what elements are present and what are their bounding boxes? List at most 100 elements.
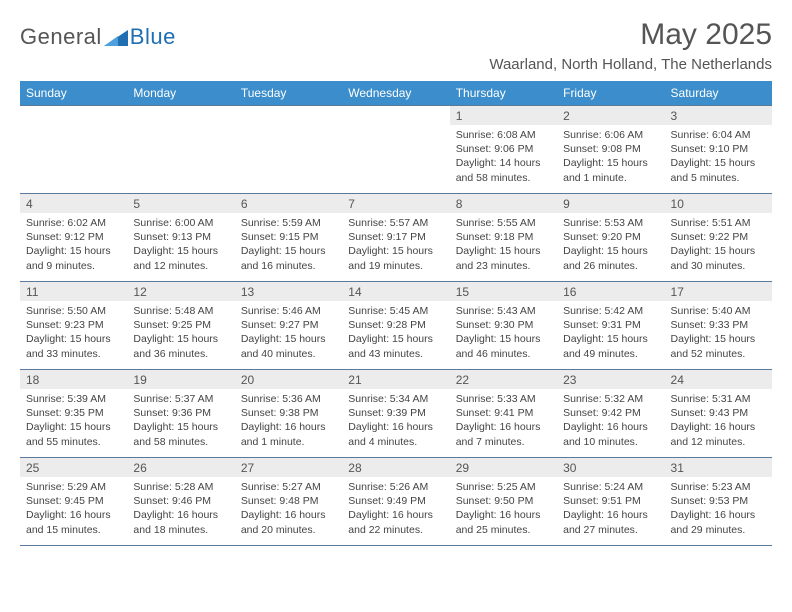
daylight-line: Daylight: 15 hours and 30 minutes. [671, 244, 766, 272]
sunset-line: Sunset: 9:08 PM [563, 142, 658, 156]
calendar-day-cell: 2Sunrise: 6:06 AMSunset: 9:08 PMDaylight… [557, 106, 664, 194]
logo-text-right: Blue [130, 24, 176, 50]
daylight-line: Daylight: 16 hours and 27 minutes. [563, 508, 658, 536]
calendar-day-cell: 25Sunrise: 5:29 AMSunset: 9:45 PMDayligh… [20, 458, 127, 546]
sunset-line: Sunset: 9:25 PM [133, 318, 228, 332]
sunrise-line: Sunrise: 5:40 AM [671, 304, 766, 318]
daylight-line: Daylight: 15 hours and 33 minutes. [26, 332, 121, 360]
sunrise-line: Sunrise: 5:46 AM [241, 304, 336, 318]
calendar-day-cell: 1Sunrise: 6:08 AMSunset: 9:06 PMDaylight… [450, 106, 557, 194]
day-details: Sunrise: 5:24 AMSunset: 9:51 PMDaylight:… [557, 477, 664, 539]
calendar-day-cell: 6Sunrise: 5:59 AMSunset: 9:15 PMDaylight… [235, 194, 342, 282]
weekday-header: Tuesday [235, 81, 342, 106]
day-number: 13 [235, 282, 342, 301]
day-number: 17 [665, 282, 772, 301]
daylight-line: Daylight: 16 hours and 7 minutes. [456, 420, 551, 448]
day-details: Sunrise: 5:40 AMSunset: 9:33 PMDaylight:… [665, 301, 772, 363]
calendar-day-cell: 29Sunrise: 5:25 AMSunset: 9:50 PMDayligh… [450, 458, 557, 546]
day-details: Sunrise: 5:33 AMSunset: 9:41 PMDaylight:… [450, 389, 557, 451]
day-number: 24 [665, 370, 772, 389]
calendar-day-cell: 10Sunrise: 5:51 AMSunset: 9:22 PMDayligh… [665, 194, 772, 282]
day-details: Sunrise: 5:23 AMSunset: 9:53 PMDaylight:… [665, 477, 772, 539]
daylight-line: Daylight: 15 hours and 19 minutes. [348, 244, 443, 272]
sunrise-line: Sunrise: 5:31 AM [671, 392, 766, 406]
logo-triangle-icon [104, 28, 128, 46]
calendar-day-cell: 19Sunrise: 5:37 AMSunset: 9:36 PMDayligh… [127, 370, 234, 458]
sunrise-line: Sunrise: 5:26 AM [348, 480, 443, 494]
sunset-line: Sunset: 9:45 PM [26, 494, 121, 508]
day-details: Sunrise: 6:00 AMSunset: 9:13 PMDaylight:… [127, 213, 234, 275]
day-details: Sunrise: 5:51 AMSunset: 9:22 PMDaylight:… [665, 213, 772, 275]
calendar-header-row: SundayMondayTuesdayWednesdayThursdayFrid… [20, 81, 772, 106]
location-text: Waarland, North Holland, The Netherlands [489, 56, 772, 73]
daylight-line: Daylight: 15 hours and 12 minutes. [133, 244, 228, 272]
day-details: Sunrise: 6:02 AMSunset: 9:12 PMDaylight:… [20, 213, 127, 275]
daylight-line: Daylight: 16 hours and 4 minutes. [348, 420, 443, 448]
calendar-day-cell: 12Sunrise: 5:48 AMSunset: 9:25 PMDayligh… [127, 282, 234, 370]
day-number: 21 [342, 370, 449, 389]
daylight-line: Daylight: 15 hours and 46 minutes. [456, 332, 551, 360]
day-number: 14 [342, 282, 449, 301]
sunrise-line: Sunrise: 5:23 AM [671, 480, 766, 494]
daylight-line: Daylight: 15 hours and 55 minutes. [26, 420, 121, 448]
day-number: 20 [235, 370, 342, 389]
weekday-header: Thursday [450, 81, 557, 106]
sunset-line: Sunset: 9:28 PM [348, 318, 443, 332]
calendar-empty-cell [235, 106, 342, 194]
daylight-line: Daylight: 16 hours and 18 minutes. [133, 508, 228, 536]
calendar-day-cell: 20Sunrise: 5:36 AMSunset: 9:38 PMDayligh… [235, 370, 342, 458]
logo: General Blue [20, 24, 176, 50]
calendar-day-cell: 18Sunrise: 5:39 AMSunset: 9:35 PMDayligh… [20, 370, 127, 458]
sunset-line: Sunset: 9:36 PM [133, 406, 228, 420]
sunrise-line: Sunrise: 5:51 AM [671, 216, 766, 230]
calendar-day-cell: 8Sunrise: 5:55 AMSunset: 9:18 PMDaylight… [450, 194, 557, 282]
daylight-line: Daylight: 15 hours and 9 minutes. [26, 244, 121, 272]
daylight-line: Daylight: 15 hours and 16 minutes. [241, 244, 336, 272]
day-details: Sunrise: 5:48 AMSunset: 9:25 PMDaylight:… [127, 301, 234, 363]
day-number: 6 [235, 194, 342, 213]
sunrise-line: Sunrise: 5:37 AM [133, 392, 228, 406]
sunset-line: Sunset: 9:42 PM [563, 406, 658, 420]
calendar-day-cell: 26Sunrise: 5:28 AMSunset: 9:46 PMDayligh… [127, 458, 234, 546]
sunrise-line: Sunrise: 5:42 AM [563, 304, 658, 318]
day-number: 4 [20, 194, 127, 213]
weekday-header: Friday [557, 81, 664, 106]
day-number: 9 [557, 194, 664, 213]
daylight-line: Daylight: 16 hours and 1 minute. [241, 420, 336, 448]
day-number: 1 [450, 106, 557, 125]
title-block: May 2025 Waarland, North Holland, The Ne… [489, 18, 772, 79]
day-details: Sunrise: 5:36 AMSunset: 9:38 PMDaylight:… [235, 389, 342, 451]
sunset-line: Sunset: 9:22 PM [671, 230, 766, 244]
sunrise-line: Sunrise: 5:39 AM [26, 392, 121, 406]
sunset-line: Sunset: 9:39 PM [348, 406, 443, 420]
day-details: Sunrise: 5:37 AMSunset: 9:36 PMDaylight:… [127, 389, 234, 451]
day-number: 8 [450, 194, 557, 213]
calendar-day-cell: 16Sunrise: 5:42 AMSunset: 9:31 PMDayligh… [557, 282, 664, 370]
day-number: 2 [557, 106, 664, 125]
sunrise-line: Sunrise: 5:28 AM [133, 480, 228, 494]
calendar-day-cell: 21Sunrise: 5:34 AMSunset: 9:39 PMDayligh… [342, 370, 449, 458]
day-details: Sunrise: 5:55 AMSunset: 9:18 PMDaylight:… [450, 213, 557, 275]
day-number: 29 [450, 458, 557, 477]
day-details: Sunrise: 5:32 AMSunset: 9:42 PMDaylight:… [557, 389, 664, 451]
calendar-week-row: 4Sunrise: 6:02 AMSunset: 9:12 PMDaylight… [20, 194, 772, 282]
calendar-empty-cell [127, 106, 234, 194]
day-number: 27 [235, 458, 342, 477]
sunset-line: Sunset: 9:35 PM [26, 406, 121, 420]
day-number: 10 [665, 194, 772, 213]
day-details: Sunrise: 5:50 AMSunset: 9:23 PMDaylight:… [20, 301, 127, 363]
daylight-line: Daylight: 16 hours and 15 minutes. [26, 508, 121, 536]
sunrise-line: Sunrise: 5:32 AM [563, 392, 658, 406]
daylight-line: Daylight: 15 hours and 40 minutes. [241, 332, 336, 360]
daylight-line: Daylight: 16 hours and 29 minutes. [671, 508, 766, 536]
day-details: Sunrise: 5:57 AMSunset: 9:17 PMDaylight:… [342, 213, 449, 275]
daylight-line: Daylight: 15 hours and 1 minute. [563, 156, 658, 184]
calendar-day-cell: 14Sunrise: 5:45 AMSunset: 9:28 PMDayligh… [342, 282, 449, 370]
weekday-header: Wednesday [342, 81, 449, 106]
sunset-line: Sunset: 9:15 PM [241, 230, 336, 244]
day-details: Sunrise: 5:43 AMSunset: 9:30 PMDaylight:… [450, 301, 557, 363]
sunset-line: Sunset: 9:46 PM [133, 494, 228, 508]
sunset-line: Sunset: 9:30 PM [456, 318, 551, 332]
calendar-week-row: 1Sunrise: 6:08 AMSunset: 9:06 PMDaylight… [20, 106, 772, 194]
page-header: General Blue May 2025 Waarland, North Ho… [20, 18, 772, 79]
